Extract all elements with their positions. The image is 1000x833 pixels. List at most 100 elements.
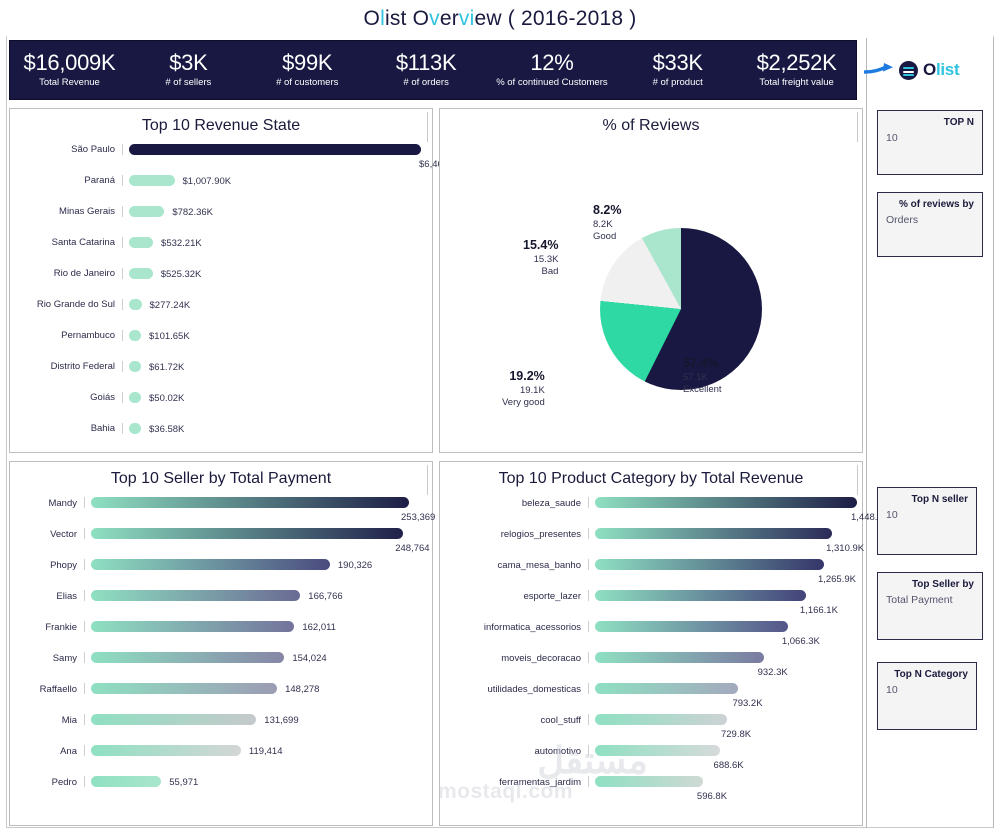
bar[interactable] — [91, 497, 409, 508]
bar[interactable] — [129, 175, 175, 186]
bar[interactable] — [91, 559, 330, 570]
bar[interactable] — [595, 652, 764, 663]
bar-row[interactable]: cama_mesa_banho 1,265.9K — [440, 559, 862, 590]
bar[interactable] — [91, 590, 301, 601]
bar[interactable] — [91, 528, 404, 539]
bar-row[interactable]: beleza_saude 1,448.7K — [440, 497, 889, 528]
bar-row[interactable]: ferramentas_jardim 596.8K — [440, 776, 862, 807]
bar[interactable] — [129, 144, 421, 155]
title-segment: ist — [384, 7, 413, 30]
bar-track: 166,766 — [84, 590, 432, 601]
sidebar-divider — [866, 38, 867, 828]
bar-row[interactable]: Frankie 162,011 — [10, 621, 432, 652]
filter-reviews-by-value[interactable]: Orders — [886, 214, 919, 226]
bar-row[interactable]: Vector 248,764 — [10, 528, 432, 559]
bar-row[interactable]: Raffaello 148,278 — [10, 683, 432, 714]
bar-row[interactable]: Mandy 253,369 — [10, 497, 435, 528]
bar-category-label: Bahia — [90, 423, 115, 434]
bar-category-label: Rio de Janeiro — [53, 268, 115, 279]
bar[interactable] — [129, 392, 141, 403]
bar[interactable] — [595, 497, 857, 508]
bar-value-label: 148,278 — [285, 684, 320, 695]
bar-track: 1,310.9K — [588, 528, 864, 553]
panel-title-divider — [427, 465, 428, 495]
bar-row[interactable]: São Paulo $6,466.46K — [10, 144, 468, 175]
bar[interactable] — [595, 528, 833, 539]
bar-category-label: Rio Grande do Sul — [36, 299, 115, 310]
bar-row[interactable]: Phopy 190,326 — [10, 559, 432, 590]
bar[interactable] — [91, 652, 285, 663]
bar-row[interactable]: Elias 166,766 — [10, 590, 432, 621]
bar-value-label: 729.8K — [720, 729, 752, 740]
kpi-value: $2,252K — [756, 50, 837, 76]
bar[interactable] — [595, 745, 720, 756]
revenue-state-title: Top 10 Revenue State — [141, 117, 301, 134]
bar-track: $1,007.90K — [122, 175, 432, 186]
bar-row[interactable]: Pedro 55,971 — [10, 776, 432, 807]
filter-top-n[interactable]: TOP N 10 — [877, 110, 983, 175]
bar[interactable] — [129, 237, 154, 248]
bar[interactable] — [595, 559, 824, 570]
bar-row[interactable]: Distrito Federal $61.72K — [10, 361, 432, 392]
bar-row[interactable]: utilidades_domesticas 793.2K — [440, 683, 862, 714]
filter-top-seller-by[interactable]: Top Seller by Total Payment — [877, 572, 983, 640]
bar-row[interactable]: Samy 154,024 — [10, 652, 432, 683]
bar-row[interactable]: informatica_acessorios 1,066.3K — [440, 621, 862, 652]
bar-row[interactable]: Ana 119,414 — [10, 745, 432, 776]
bar[interactable] — [595, 621, 788, 632]
bar[interactable] — [91, 776, 162, 787]
bar-value-label: $277.24K — [149, 300, 191, 311]
bar[interactable] — [129, 361, 141, 372]
bar[interactable] — [129, 268, 153, 279]
filter-top-n-value[interactable]: 10 — [886, 132, 898, 144]
bar-row[interactable]: relogios_presentes 1,310.9K — [440, 528, 864, 559]
bar[interactable] — [595, 714, 727, 725]
bar-value-label: 1,166.1K — [799, 605, 838, 616]
bar[interactable] — [91, 745, 241, 756]
panel-revenue-state: Top 10 Revenue State São Paulo $6,466.46K… — [9, 108, 468, 454]
bar-value-label: $782.36K — [172, 207, 214, 218]
bar-row[interactable]: Rio Grande do Sul $277.24K — [10, 299, 432, 330]
filter-top-seller-by-value[interactable]: Total Payment — [886, 594, 953, 606]
filter-top-n-category[interactable]: Top N Category 10 — [877, 662, 977, 730]
kpi-tile: $2,252K Total freight value — [737, 51, 856, 89]
bar-row[interactable]: Rio de Janeiro $525.32K — [10, 268, 432, 299]
bar[interactable] — [129, 423, 141, 434]
bar-track: 162,011 — [84, 621, 432, 632]
bar-row[interactable]: automotivo 688.6K — [440, 745, 862, 776]
kpi-value: $33K — [652, 50, 703, 76]
bar-track: $36.58K — [122, 423, 432, 434]
bar-row[interactable]: Minas Gerais $782.36K — [10, 206, 432, 237]
bar-row[interactable]: moveis_decoracao 932.3K — [440, 652, 862, 683]
filter-top-n-seller[interactable]: Top N seller 10 — [877, 487, 977, 555]
bar-row[interactable]: Mia 131,699 — [10, 714, 432, 745]
filter-top-n-category-title: Top N Category — [894, 669, 968, 680]
bar[interactable] — [129, 299, 142, 310]
filter-reviews-by[interactable]: % of reviews by Orders — [877, 192, 983, 257]
bar-track: 1,265.9K — [588, 559, 862, 584]
bar-row[interactable]: Pernambuco $101.65K — [10, 330, 432, 361]
filter-top-seller-by-title: Top Seller by — [911, 579, 974, 590]
bar[interactable] — [595, 683, 739, 694]
bar[interactable] — [91, 621, 295, 632]
filter-top-n-category-value[interactable]: 10 — [886, 684, 898, 696]
bar-row[interactable]: esporte_lazer 1,166.1K — [440, 590, 862, 621]
bar-track: 1,066.3K — [588, 621, 862, 646]
bar[interactable] — [595, 776, 703, 787]
kpi-tile: $33K # of product — [618, 51, 737, 89]
bar[interactable] — [595, 590, 806, 601]
bar-row[interactable]: Bahia $36.58K — [10, 423, 432, 454]
bar-category-label: Pernambuco — [61, 330, 115, 341]
bar-track: 932.3K — [588, 652, 862, 677]
page-title: Olist Overview ( 2016-2018 ) — [0, 0, 1000, 36]
bar[interactable] — [91, 714, 257, 725]
bar-row[interactable]: cool_stuff 729.8K — [440, 714, 862, 745]
bar[interactable] — [91, 683, 278, 694]
bar-row[interactable]: Goiás $50.02K — [10, 392, 432, 423]
filter-top-n-seller-value[interactable]: 10 — [886, 509, 898, 521]
bar[interactable] — [129, 330, 141, 341]
bar-row[interactable]: Santa Catarina $532.21K — [10, 237, 432, 268]
bar-category-label: moveis_decoracao — [501, 653, 581, 664]
bar-row[interactable]: Paraná $1,007.90K — [10, 175, 432, 206]
bar[interactable] — [129, 206, 165, 217]
